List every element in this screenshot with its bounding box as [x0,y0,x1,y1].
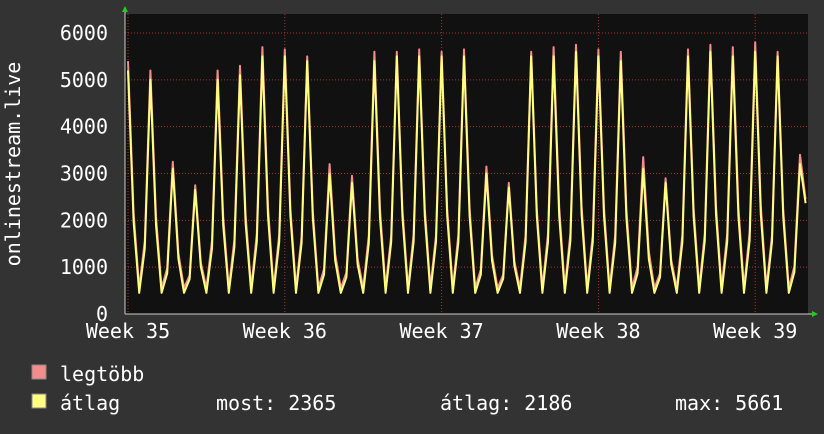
stat-label: max: [675,391,723,415]
x-tick-label: Week 35 [86,319,170,343]
y-tick-label: 1000 [60,255,108,279]
stat: max: 5661 [675,391,783,415]
legend: legtöbb átlag most: 2365 átlag: 2186 max: 5661 [31,362,783,415]
stat: átlag: 2186 [440,391,572,415]
legend-swatch [31,364,47,380]
axis-arrow [812,311,818,317]
legend-swatch [31,393,47,409]
x-tick-label: Week 38 [556,319,640,343]
stat-value: 2186 [524,391,572,415]
stat-label: átlag: [440,391,512,415]
y-axis-label: onlinestream.live [1,62,25,267]
y-tick-label: 2000 [60,208,108,232]
plot-area [125,14,808,314]
x-tick-label: Week 39 [713,319,797,343]
legend-label: legtöbb [60,362,144,386]
y-tick-label: 6000 [60,21,108,45]
x-tick-label: Week 37 [399,319,483,343]
axis-arrow [122,6,128,12]
stat-value: 5661 [735,391,783,415]
series-line [127,50,807,294]
stat: most: 2365 [216,391,336,415]
stat-label: most: [216,391,276,415]
stat-value: 2365 [288,391,336,415]
y-tick-label: 3000 [60,162,108,186]
y-tick-label: 5000 [60,68,108,92]
x-tick-label: Week 36 [243,319,327,343]
y-tick-label: 0 [96,302,108,326]
plot [125,14,808,314]
y-tick-label: 4000 [60,115,108,139]
legend-label: átlag [60,391,120,415]
